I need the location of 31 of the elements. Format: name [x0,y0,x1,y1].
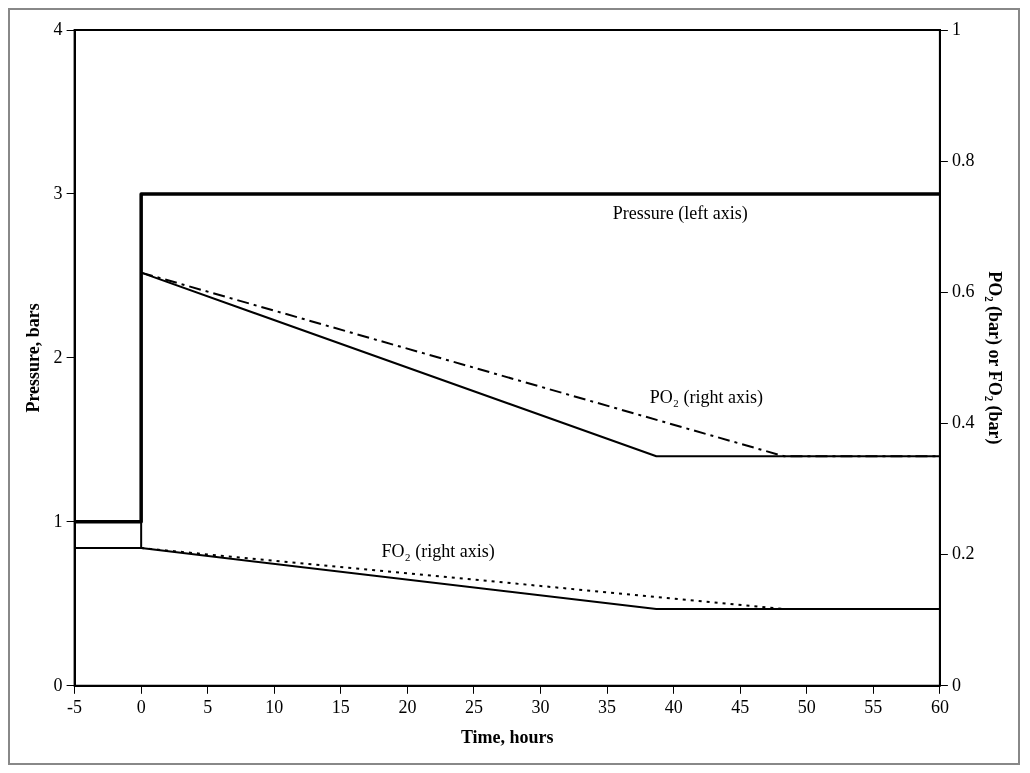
series-label: FO₂ (right axis) [381,540,495,562]
y2-tick-label: 1 [951,18,961,39]
y-tick-label: 2 [53,346,63,367]
x-tick-label: 35 [598,697,617,718]
y-tick-label: 4 [53,18,63,39]
x-tick-label: 40 [664,697,683,718]
y-tick-label: 1 [53,510,63,531]
x-tick-label: 60 [930,697,949,718]
y2-tick-label: 0.8 [951,149,975,170]
x-tick-label: 0 [136,697,146,718]
x-tick-label: 50 [797,697,816,718]
y2-tick-label: 0.2 [951,543,975,564]
x-axis-title: Time, hours [460,726,554,747]
series-label: PO₂ (right axis) [649,386,763,408]
x-tick-label: 45 [731,697,750,718]
series-label: Pressure (left axis) [612,202,748,224]
y-tick-label: 0 [53,674,63,695]
x-tick-label: 55 [864,697,883,718]
x-tick-label: -5 [67,697,83,718]
x-tick-label: 10 [265,697,284,718]
y2-tick-label: 0 [951,674,961,695]
x-tick-label: 30 [531,697,550,718]
y2-axis-title: PO₂ (bar) or FO₂ (bar) [983,271,1005,445]
y-tick-label: 3 [53,182,63,203]
y-axis-title: Pressure, bars [23,303,44,413]
x-tick-label: 20 [398,697,417,718]
x-tick-label: 15 [331,697,350,718]
x-tick-label: 5 [203,697,213,718]
x-tick-label: 25 [464,697,483,718]
y2-tick-label: 0.4 [951,412,975,433]
y2-tick-label: 0.6 [951,281,975,302]
